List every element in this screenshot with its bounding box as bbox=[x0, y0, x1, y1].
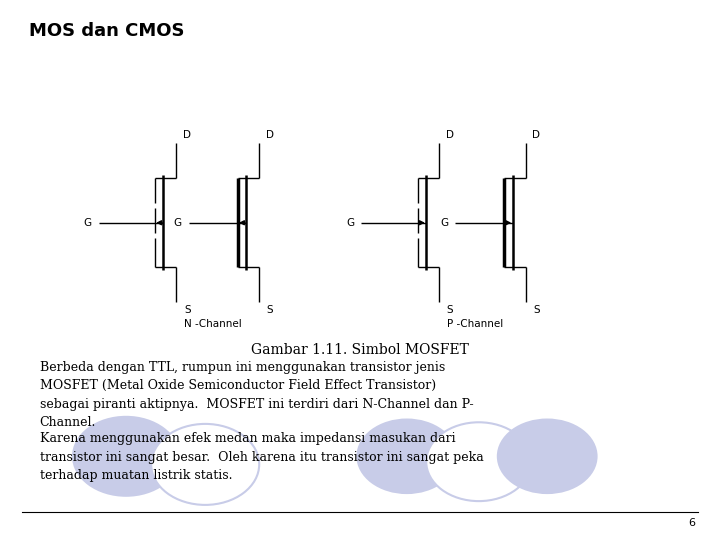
Text: S: S bbox=[184, 305, 191, 315]
Text: G: G bbox=[346, 218, 355, 228]
Circle shape bbox=[497, 418, 598, 494]
Text: G: G bbox=[84, 218, 92, 228]
Text: Gambar 1.11. Simbol MOSFET: Gambar 1.11. Simbol MOSFET bbox=[251, 343, 469, 357]
Text: D: D bbox=[266, 130, 274, 140]
Text: S: S bbox=[533, 305, 540, 315]
Text: S: S bbox=[446, 305, 454, 315]
Circle shape bbox=[72, 416, 180, 497]
Text: D: D bbox=[532, 130, 541, 140]
Text: S: S bbox=[266, 305, 274, 315]
Text: MOS dan CMOS: MOS dan CMOS bbox=[29, 22, 184, 39]
Text: Karena menggunakan efek medan maka impedansi masukan dari
transistor ini sangat : Karena menggunakan efek medan maka imped… bbox=[40, 432, 483, 482]
Text: N -Channel: N -Channel bbox=[184, 319, 241, 329]
Text: D: D bbox=[183, 130, 192, 140]
Circle shape bbox=[426, 422, 531, 501]
Text: D: D bbox=[446, 130, 454, 140]
Circle shape bbox=[151, 424, 259, 505]
Text: G: G bbox=[440, 218, 449, 228]
Circle shape bbox=[356, 418, 457, 494]
Text: Berbeda dengan TTL, rumpun ini menggunakan transistor jenis
MOSFET (Metal Oxide : Berbeda dengan TTL, rumpun ini menggunak… bbox=[40, 361, 473, 429]
Text: 6: 6 bbox=[688, 518, 695, 529]
Text: P -Channel: P -Channel bbox=[447, 319, 503, 329]
Text: G: G bbox=[174, 218, 182, 228]
